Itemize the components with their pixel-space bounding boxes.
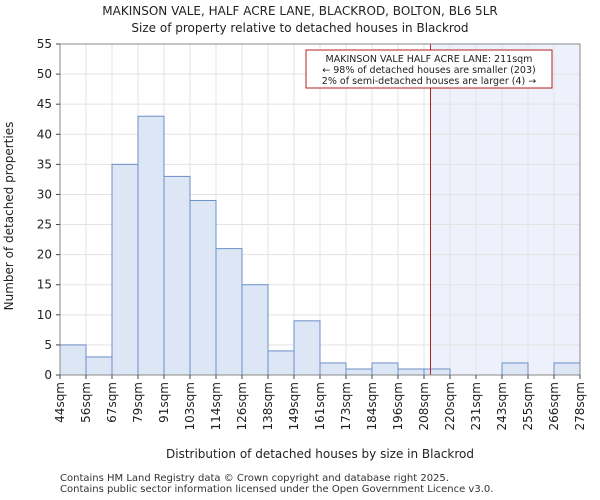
x-tick-label: 278sqm xyxy=(573,382,587,430)
bar-79sqm xyxy=(137,115,165,376)
x-tick-label: 149sqm xyxy=(287,382,301,430)
bar-67sqm xyxy=(111,163,139,376)
x-tick-label: 255sqm xyxy=(521,382,535,430)
y-tick-label: 40 xyxy=(37,127,52,141)
x-tick-label: 184sqm xyxy=(365,382,379,430)
annotation-line-1: MAKINSON VALE HALF ACRE LANE: 211sqm xyxy=(326,54,533,65)
bar-161sqm xyxy=(319,362,347,376)
y-tick-label: 0 xyxy=(44,368,52,382)
bar-184sqm xyxy=(371,362,399,376)
bar-44sqm xyxy=(59,344,87,376)
x-axis-label: Distribution of detached houses by size … xyxy=(166,447,474,461)
bar-91sqm xyxy=(163,175,191,376)
chart-subtitle: Size of property relative to detached ho… xyxy=(131,21,468,35)
y-tick-label: 10 xyxy=(37,308,52,322)
bar-196sqm xyxy=(397,368,425,376)
bar-173sqm xyxy=(345,368,373,376)
y-axis-label: Number of detached properties xyxy=(2,122,16,311)
y-axis-ticks: 0 5 10 15 20 25 30 35 40 45 50 55 xyxy=(37,37,60,382)
y-tick-label: 30 xyxy=(37,187,52,201)
y-tick-label: 5 xyxy=(44,338,52,352)
x-axis-ticks: 44sqm 56sqm 67sqm 79sqm 91sqm 103sqm 114sqm 126… xyxy=(53,375,587,430)
bar-243sqm xyxy=(501,362,529,376)
x-tick-label: 266sqm xyxy=(547,382,561,430)
y-tick-label: 35 xyxy=(37,157,52,171)
x-tick-label: 126sqm xyxy=(235,382,249,430)
bar-149sqm xyxy=(293,320,321,376)
x-tick-label: 67sqm xyxy=(105,382,119,423)
larger-region-highlight xyxy=(430,44,580,375)
x-tick-label: 138sqm xyxy=(261,382,275,430)
x-tick-label: 220sqm xyxy=(443,382,457,430)
bar-208sqm xyxy=(423,368,451,376)
x-tick-label: 44sqm xyxy=(53,382,67,423)
annotation-line-3: 2% of semi-detached houses are larger (4… xyxy=(322,76,536,87)
footer-line-2: Contains public sector information licen… xyxy=(60,484,494,495)
annotation-line-2: ← 98% of detached houses are smaller (20… xyxy=(322,65,535,76)
x-tick-label: 114sqm xyxy=(209,382,223,430)
x-tick-label: 161sqm xyxy=(313,382,327,430)
y-tick-label: 25 xyxy=(37,218,52,232)
y-tick-label: 55 xyxy=(37,37,52,51)
bar-56sqm xyxy=(85,356,113,376)
x-tick-label: 231sqm xyxy=(469,382,483,430)
bar-266sqm xyxy=(553,362,581,376)
bar-114sqm xyxy=(215,248,243,376)
bar-138sqm xyxy=(267,350,295,376)
x-tick-label: 173sqm xyxy=(339,382,353,430)
x-tick-label: 208sqm xyxy=(417,382,431,430)
x-tick-label: 56sqm xyxy=(79,382,93,423)
y-tick-label: 20 xyxy=(37,248,52,262)
x-tick-label: 103sqm xyxy=(183,382,197,430)
y-tick-label: 45 xyxy=(37,97,52,111)
y-tick-label: 50 xyxy=(37,67,52,81)
y-tick-label: 15 xyxy=(37,278,52,292)
bar-126sqm xyxy=(241,284,269,376)
marker-annotation: MAKINSON VALE HALF ACRE LANE: 211sqm ← 9… xyxy=(305,49,553,89)
x-tick-label: 196sqm xyxy=(391,382,405,430)
x-tick-label: 79sqm xyxy=(131,382,145,423)
bar-103sqm xyxy=(189,199,217,376)
x-tick-label: 91sqm xyxy=(157,382,171,423)
annotation-box xyxy=(305,49,553,89)
footer-line-1: Contains HM Land Registry data © Crown c… xyxy=(60,473,449,484)
x-tick-label: 243sqm xyxy=(495,382,509,430)
bars xyxy=(59,115,581,376)
chart-title: MAKINSON VALE, HALF ACRE LANE, BLACKROD,… xyxy=(102,4,497,18)
